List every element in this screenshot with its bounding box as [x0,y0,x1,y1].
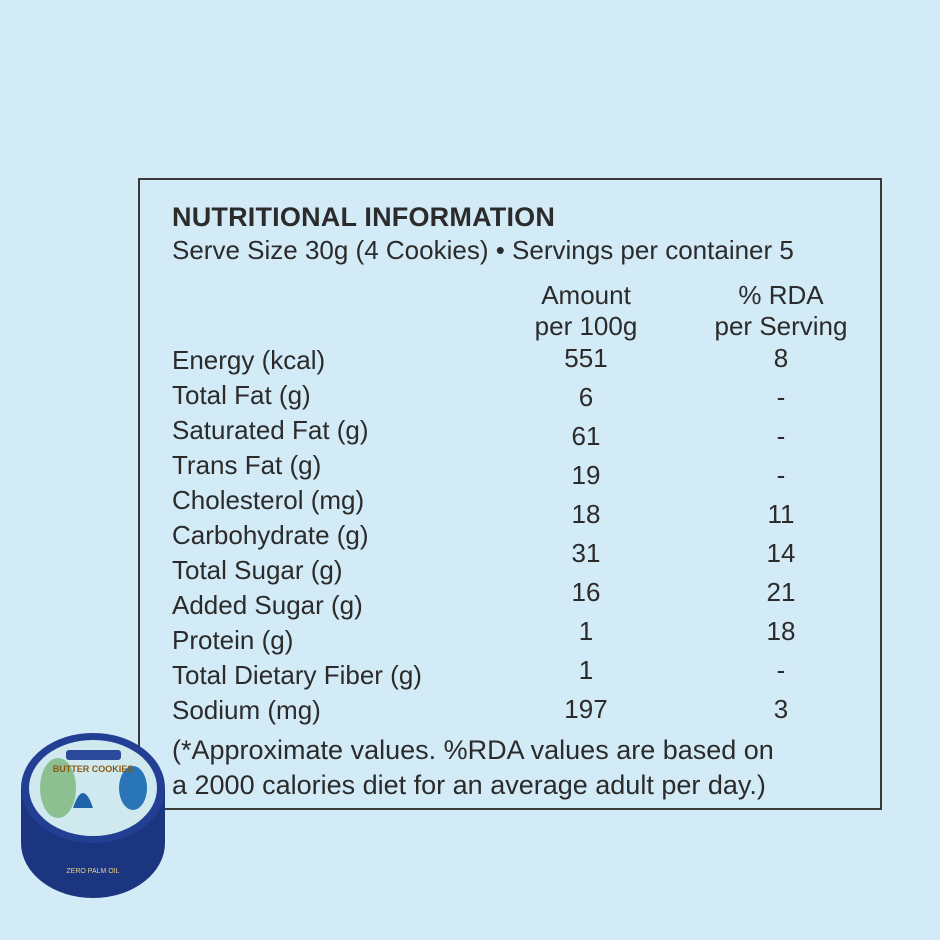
amount-value: 551 [564,343,608,373]
nutrient-label: Energy (kcal) [172,345,326,375]
amount-value: 31 [571,538,601,568]
rda-value: 8 [773,343,789,373]
nutrient-label: Trans Fat (g) [172,450,322,480]
nutrient-label: Cholesterol (mg) [172,485,365,515]
rda-value: 18 [766,616,796,646]
rda-value: - [776,421,786,451]
nutrient-label: Total Sugar (g) [172,555,343,585]
rda-value: 21 [766,577,796,607]
rda-header-sub: per Serving [714,311,848,341]
nutrient-label: Carbohydrate (g) [172,520,369,550]
nutrition-panel [138,178,882,810]
product-tin-image: BUTTER COOKIES ZERO PALM OIL [21,733,165,898]
rda-value: - [776,460,786,490]
nutrient-label: Added Sugar (g) [172,590,363,620]
amount-value: 19 [571,460,601,490]
amount-header-sub: per 100g [534,311,638,341]
amount-value: 1 [578,655,594,685]
rda-value: 14 [766,538,796,568]
nutrient-label: Sodium (mg) [172,695,321,725]
panel-title: NUTRITIONAL INFORMATION [172,202,556,232]
footnote-line: (*Approximate values. %RDA values are ba… [172,735,774,765]
nutrient-label: Total Fat (g) [172,380,311,410]
amount-value: 61 [571,421,601,451]
tin-label: BUTTER COOKIES [53,764,134,774]
amount-value: 1 [578,616,594,646]
footnote-line: a 2000 calories diet for an average adul… [172,770,766,800]
amount-value: 197 [564,694,608,724]
amount-value: 18 [571,499,601,529]
nutrient-label: Saturated Fat (g) [172,415,369,445]
nutrient-label: Protein (g) [172,625,294,655]
rda-value: - [776,382,786,412]
rda-header: % RDA [738,280,824,310]
serving-size: Serve Size 30g (4 Cookies) • Servings pe… [172,235,794,265]
amount-value: 16 [571,577,601,607]
amount-header: Amount [541,280,631,310]
tin-side-label: ZERO PALM OIL [66,868,119,875]
rda-value: 3 [773,694,789,724]
nutrient-label: Total Dietary Fiber (g) [172,660,422,690]
amount-value: 6 [578,382,594,412]
rda-value: - [776,655,786,685]
rda-value: 11 [767,499,795,529]
